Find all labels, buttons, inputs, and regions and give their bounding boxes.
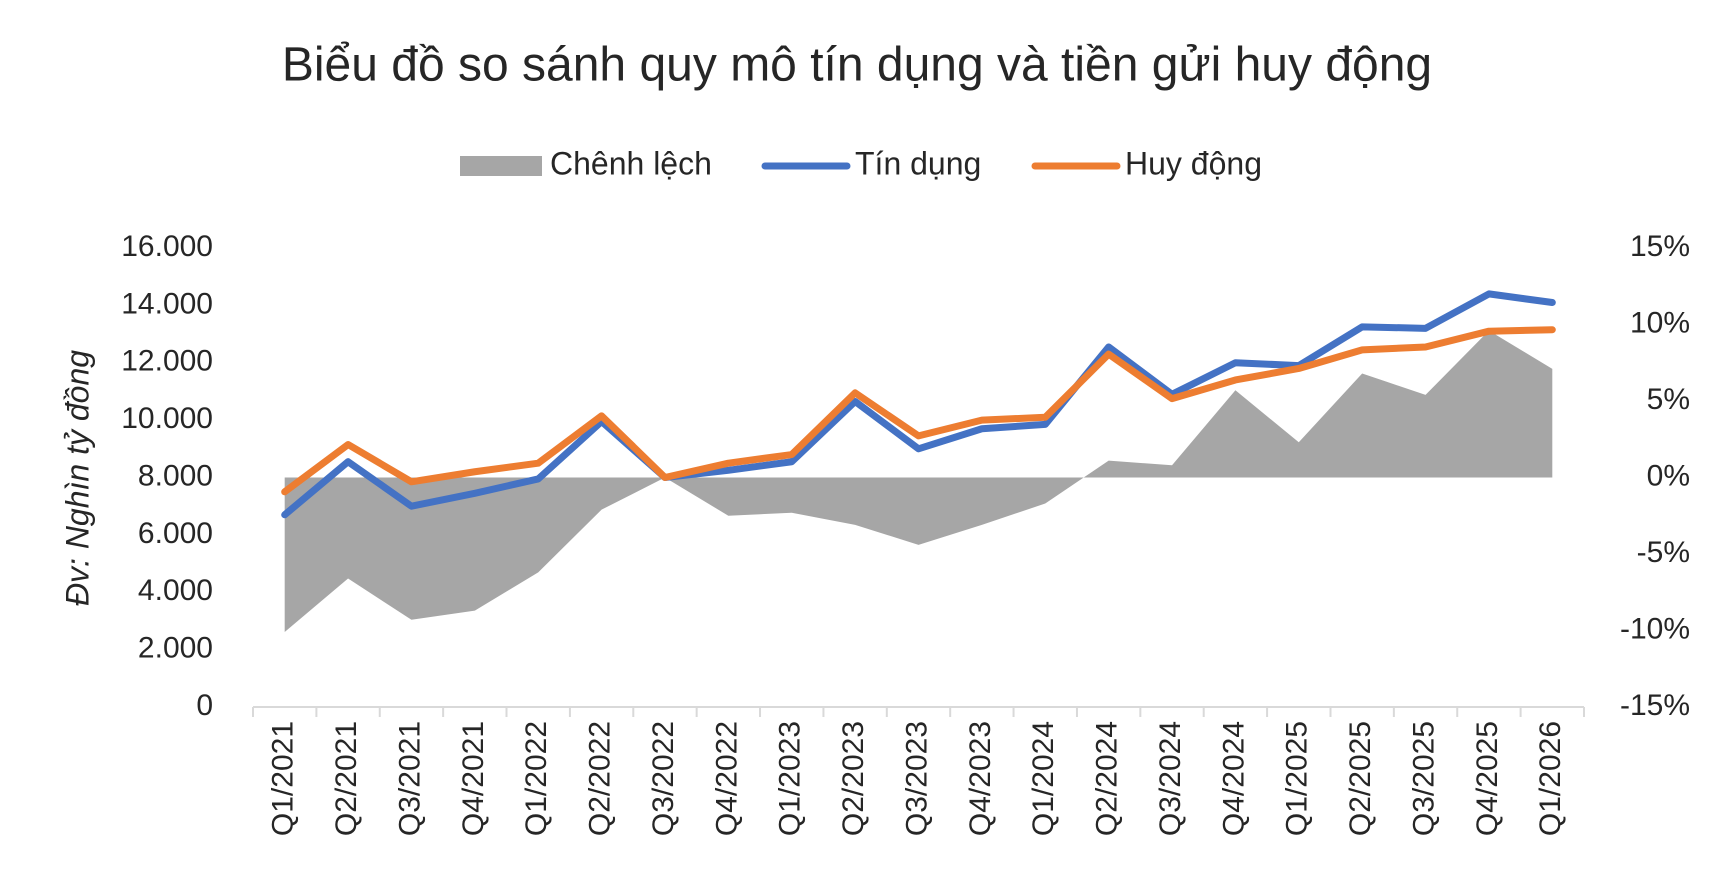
plot	[281, 290, 1556, 633]
x-tick-label: Q2/2022	[584, 721, 617, 836]
x-tick-label: Q1/2023	[774, 721, 807, 836]
area	[284, 330, 1553, 633]
y2-tick-label: -5%	[1637, 536, 1690, 569]
y-tick-label: 4.000	[138, 574, 213, 607]
y2-tick-label: 10%	[1630, 306, 1690, 339]
y2-tick-label: 0%	[1647, 459, 1690, 492]
y2-tick-label: -10%	[1620, 612, 1690, 645]
x-tick-label: Q1/2024	[1027, 721, 1060, 836]
y2-tick-label: 5%	[1647, 383, 1690, 416]
line	[281, 290, 1556, 519]
legend-label: Tín dụng	[855, 145, 981, 181]
chart-title: Biểu đồ so sánh quy mô tín dụng và tiền …	[282, 39, 1432, 92]
legend-label: Chênh lệch	[550, 145, 712, 181]
x-tick-label: Q3/2025	[1407, 721, 1440, 836]
y-tick-label: 8.000	[138, 459, 213, 492]
y-tick-label: 14.000	[121, 287, 213, 320]
x-tick-label: Q1/2026	[1534, 721, 1567, 836]
x-tick-label: Q2/2021	[330, 721, 363, 836]
x-tick-label: Q4/2025	[1471, 721, 1504, 836]
x-tick-label: Q3/2023	[900, 721, 933, 836]
y2-tick-label: -15%	[1620, 689, 1690, 722]
x-tick-label: Q1/2021	[267, 721, 300, 836]
x-tick-label: Q3/2024	[1154, 721, 1187, 836]
legend-label: Huy động	[1125, 145, 1262, 181]
y-tick-label: 16.000	[121, 230, 213, 263]
x-tick-label: Q4/2021	[457, 721, 490, 836]
x-tick-label: Q4/2022	[710, 721, 743, 836]
y-tick-label: 10.000	[121, 402, 213, 435]
y-tick-label: 6.000	[138, 517, 213, 550]
x-tick-label: Q1/2022	[520, 721, 553, 836]
x-tick-label: Q4/2023	[964, 721, 997, 836]
y-axis-title: Đv: Nghìn tỷ đồng	[59, 350, 95, 606]
y-tick-label: 2.000	[138, 632, 213, 665]
legend-swatch	[460, 156, 542, 176]
y2-tick-label: 15%	[1630, 230, 1690, 263]
x-tick-label: Q1/2025	[1281, 721, 1314, 836]
x-tick-label: Q4/2024	[1217, 721, 1250, 836]
y-tick-label: 12.000	[121, 345, 213, 378]
x-tick-label: Q3/2022	[647, 721, 680, 836]
line	[281, 326, 1556, 496]
x-tick-label: Q2/2024	[1091, 721, 1124, 836]
x-tick-label: Q3/2021	[393, 721, 426, 836]
y-tick-label: 0	[196, 689, 213, 722]
x-tick-label: Q2/2025	[1344, 721, 1377, 836]
x-tick-label: Q2/2023	[837, 721, 870, 836]
